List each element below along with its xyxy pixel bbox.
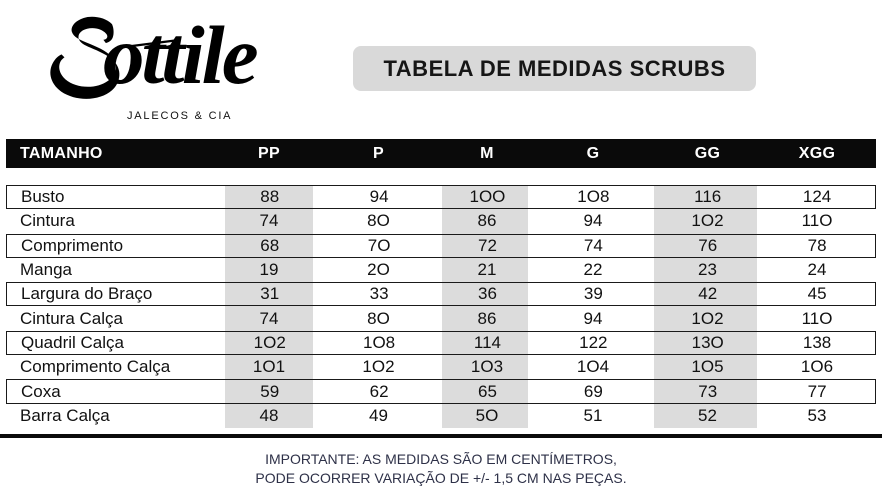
svg-text:ottile: ottile	[103, 9, 258, 101]
